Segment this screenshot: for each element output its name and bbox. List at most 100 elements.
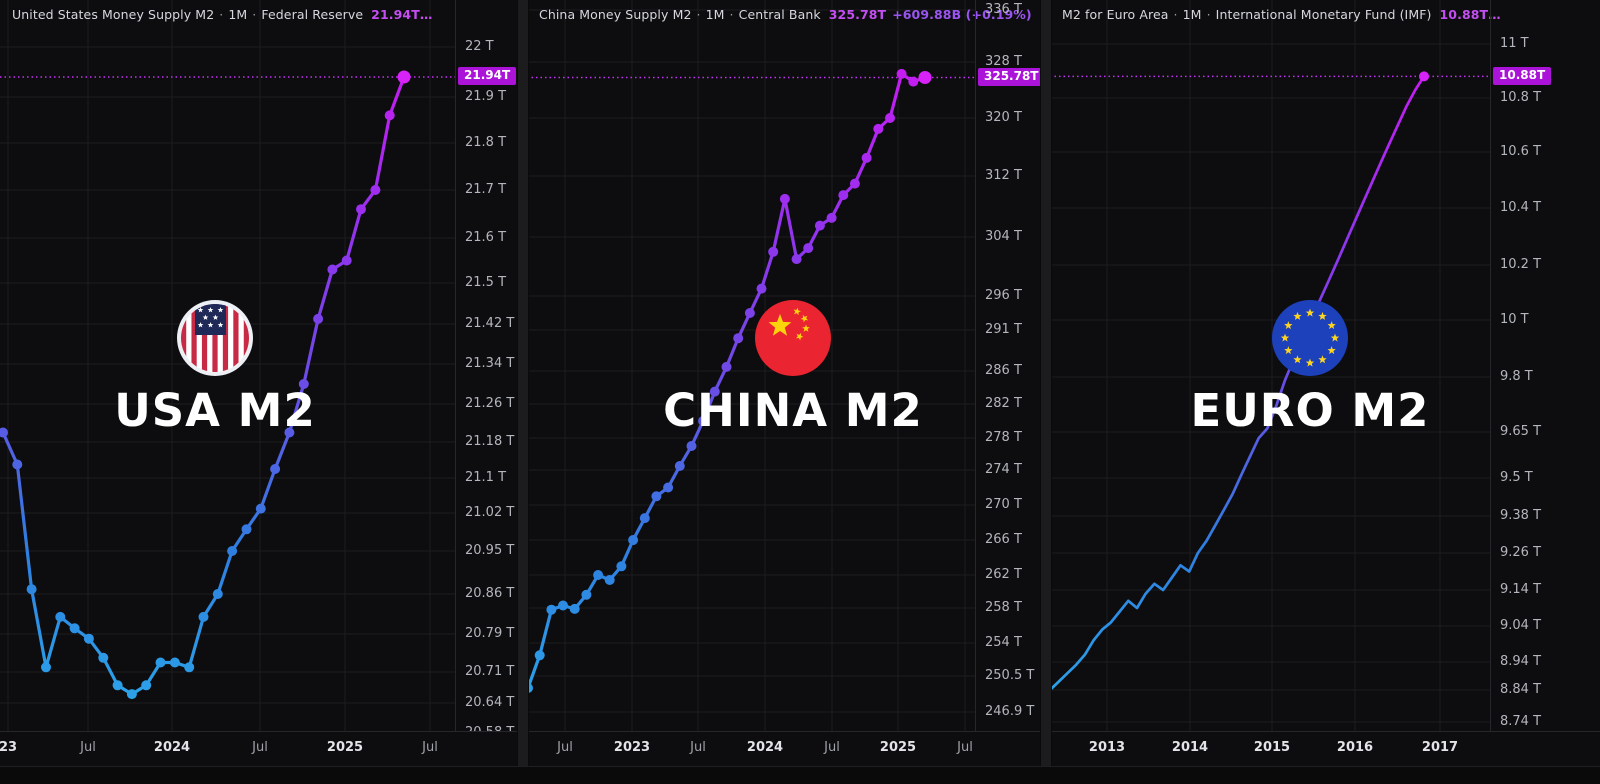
y-tick-label: 286 T bbox=[985, 363, 1022, 378]
data-point-marker bbox=[814, 220, 825, 231]
y-tick-label: 270 T bbox=[985, 497, 1022, 512]
y-tick-label: 21.18 T bbox=[465, 434, 515, 449]
chart-svg-china bbox=[527, 0, 975, 731]
data-point-marker bbox=[651, 491, 662, 502]
y-tick-label: 246.9 T bbox=[985, 704, 1035, 719]
data-point-marker bbox=[55, 611, 66, 622]
title-dot-separator: · bbox=[1173, 7, 1178, 22]
chart-canvas-china[interactable]: CHINA M2 China Money Supply M2 · 1M · Central… bbox=[527, 0, 1032, 731]
interval-label: 1M bbox=[1182, 7, 1202, 22]
last-price-label-usa: 21.94T bbox=[458, 67, 517, 85]
chart-svg-eu bbox=[1050, 0, 1490, 731]
data-point-marker bbox=[155, 657, 166, 668]
data-point-marker bbox=[628, 535, 639, 545]
data-point-marker bbox=[83, 633, 94, 644]
y-tick-label: 254 T bbox=[985, 635, 1022, 650]
data-point-marker bbox=[581, 589, 592, 600]
y-tick-label: 8.74 T bbox=[1500, 714, 1542, 729]
data-point-marker bbox=[639, 513, 650, 524]
time-scale-eu[interactable]: 2013 2014 2015 2016 2017 bbox=[1050, 731, 1600, 766]
data-point-marker bbox=[98, 652, 109, 663]
panel-separator[interactable] bbox=[1040, 0, 1052, 783]
data-point-marker bbox=[184, 662, 195, 673]
data-point-marker bbox=[356, 204, 366, 215]
title-dot-separator: · bbox=[252, 7, 257, 22]
y-tick-label: 320 T bbox=[985, 110, 1022, 125]
y-tick-label: 9.26 T bbox=[1500, 545, 1542, 560]
source-label: Central Bank bbox=[738, 7, 821, 22]
y-tick-label: 296 T bbox=[985, 288, 1022, 303]
y-tick-label: 21.42 T bbox=[465, 316, 515, 331]
data-point-marker bbox=[546, 604, 557, 615]
y-tick-label: 21.02 T bbox=[465, 505, 515, 520]
data-point-marker bbox=[12, 459, 23, 470]
y-tick-label: 21.8 T bbox=[465, 135, 507, 150]
y-tick-label: 21.5 T bbox=[465, 275, 507, 290]
y-tick-label: 8.94 T bbox=[1500, 654, 1542, 669]
data-point-marker bbox=[284, 427, 295, 438]
y-tick-label: 20.58 T bbox=[465, 725, 514, 731]
title-dot-separator: · bbox=[729, 7, 734, 22]
y-tick-label: 20.64 T bbox=[465, 695, 515, 710]
data-point-marker bbox=[604, 575, 615, 585]
y-tick-label: 10.6 T bbox=[1500, 144, 1542, 159]
y-tick-label: 21.34 T bbox=[465, 356, 515, 371]
chart-canvas-eu[interactable]: EURO M2 M2 for Euro Area · 1M · International… bbox=[1050, 0, 1501, 731]
interval-label: 1M bbox=[228, 7, 248, 22]
chart-canvas-usa[interactable]: USA M2 United States Money Supply M2 · 1M · F… bbox=[0, 0, 455, 731]
price-scale-eu[interactable]: 11 T 10.8 T 10.6 T 10.4 T 10.2 T 10 T 9.8 T 9.6… bbox=[1490, 0, 1600, 731]
data-point-marker bbox=[744, 308, 755, 318]
x-tick-label: 2023 bbox=[613, 740, 651, 755]
y-tick-label: 20.86 T bbox=[465, 586, 515, 601]
data-point-marker bbox=[698, 416, 709, 426]
last-price-label-eu: 10.88T bbox=[1493, 67, 1552, 85]
data-point-marker bbox=[212, 589, 223, 599]
big-label-eu: EURO M2 bbox=[1190, 384, 1430, 437]
data-point-marker bbox=[733, 333, 744, 344]
y-tick-label: 21.26 T bbox=[465, 396, 515, 411]
x-tick-label: 2015 bbox=[1253, 740, 1291, 755]
data-point-marker bbox=[1419, 71, 1429, 82]
y-tick-label: 20.79 T bbox=[465, 626, 515, 641]
y-tick-label: 250.5 T bbox=[985, 668, 1035, 683]
data-point-marker bbox=[873, 123, 884, 134]
data-point-marker bbox=[849, 178, 860, 189]
x-tick-label: 2016 bbox=[1336, 740, 1374, 755]
source-label: International Monetary Fund (IMF) bbox=[1215, 7, 1432, 22]
y-tick-label: 336 T bbox=[985, 2, 1022, 17]
data-point-marker bbox=[908, 76, 919, 87]
time-scale-china[interactable]: Jul 2023 Jul 2024 Jul 2025 Jul bbox=[527, 731, 1040, 766]
y-tick-label: 10 T bbox=[1500, 312, 1529, 327]
data-point-marker bbox=[803, 243, 814, 254]
y-tick-label: 274 T bbox=[985, 462, 1022, 477]
interval-label: 1M bbox=[705, 7, 725, 22]
title-value: 325.78T bbox=[828, 7, 887, 22]
y-tick-label: 9.8 T bbox=[1500, 369, 1533, 384]
data-point-marker bbox=[791, 254, 802, 265]
data-point-marker bbox=[663, 482, 674, 493]
y-tick-label: 9.5 T bbox=[1500, 470, 1533, 485]
time-scale-usa[interactable]: 23 Jul 2024 Jul 2025 Jul bbox=[0, 731, 517, 766]
chart-panel-eu: EURO M2 M2 for Euro Area · 1M · International… bbox=[1050, 0, 1600, 783]
data-point-marker bbox=[370, 185, 381, 195]
x-tick-label: Jul bbox=[957, 740, 973, 755]
data-point-marker bbox=[569, 603, 580, 614]
y-tick-label: 291 T bbox=[985, 322, 1022, 337]
data-point-marker bbox=[397, 70, 411, 84]
data-point-marker bbox=[270, 464, 281, 474]
price-scale-china[interactable]: 336 T 328 T 320 T 312 T 304 T 296 T 291 T 286 T… bbox=[975, 0, 1041, 731]
y-tick-label: 21.1 T bbox=[465, 470, 507, 485]
panel-separator[interactable] bbox=[517, 0, 529, 783]
series-line bbox=[1050, 75, 1426, 692]
data-point-marker bbox=[721, 361, 732, 372]
data-point-marker bbox=[298, 379, 309, 389]
price-scale-usa[interactable]: 22 T 21.9 T 21.8 T 21.7 T 21.6 T 21.5 T 21.42 … bbox=[455, 0, 518, 731]
usa-flag-graphic bbox=[177, 300, 253, 376]
data-point-marker bbox=[241, 524, 252, 535]
data-point-marker bbox=[41, 662, 51, 673]
y-tick-label: 21.7 T bbox=[465, 182, 507, 197]
last-price-label-china: 325.78T bbox=[978, 68, 1041, 86]
x-tick-label: 2017 bbox=[1421, 740, 1459, 755]
chart-panel-china: CHINA M2 China Money Supply M2 · 1M · Central… bbox=[527, 0, 1041, 783]
data-point-marker bbox=[169, 657, 180, 668]
